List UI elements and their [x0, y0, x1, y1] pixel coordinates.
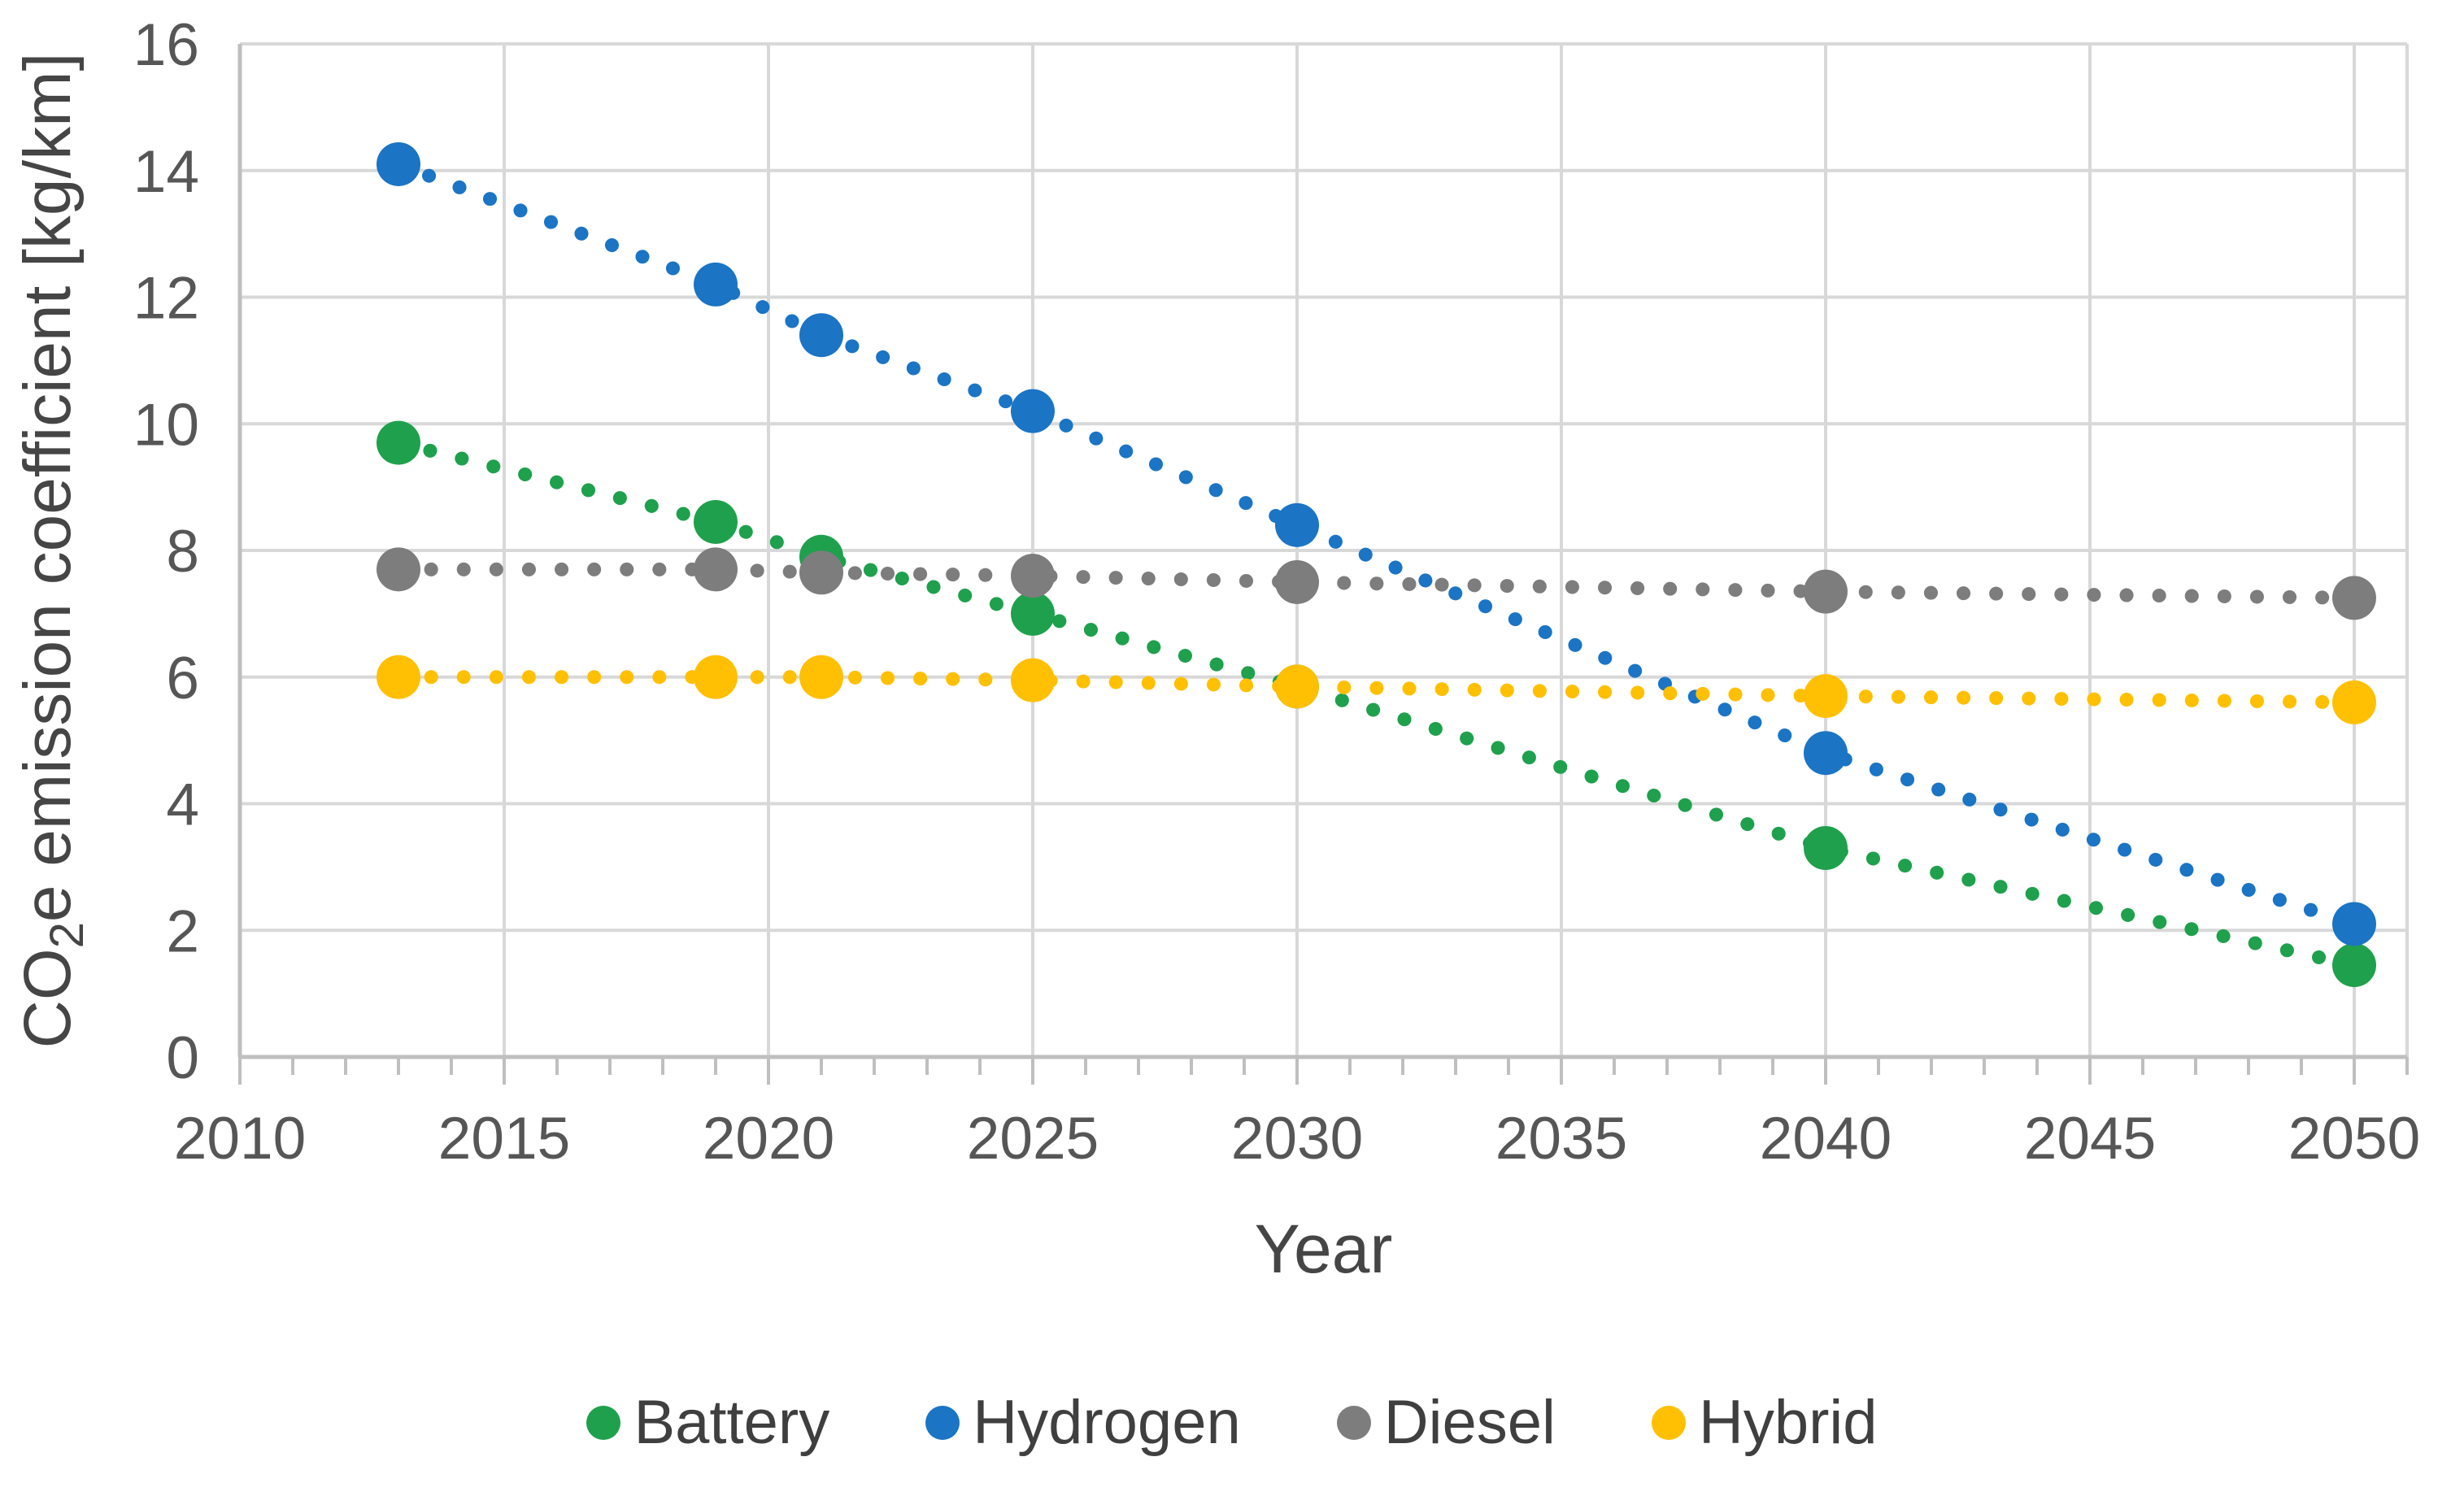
svg-text:2045: 2045 [2024, 1106, 2156, 1172]
series-diesel [377, 547, 2376, 620]
svg-text:2030: 2030 [1231, 1106, 1363, 1172]
svg-text:2040: 2040 [1760, 1106, 1892, 1172]
legend-marker-hydrogen [925, 1406, 960, 1440]
series-hybrid-marker [377, 654, 420, 699]
svg-text:8: 8 [166, 519, 199, 585]
svg-text:0: 0 [166, 1025, 199, 1091]
svg-text:6: 6 [166, 646, 199, 711]
series-hydrogen [377, 141, 2376, 946]
svg-text:2015: 2015 [438, 1106, 570, 1172]
svg-text:2050: 2050 [2288, 1106, 2420, 1172]
legend-item-hybrid: Hybrid [1651, 1388, 1878, 1457]
legend-item-diesel: Diesel [1336, 1388, 1556, 1457]
series-battery-marker [694, 499, 738, 544]
series-hybrid-marker [799, 654, 843, 699]
series-hydrogen-marker [1804, 731, 1848, 776]
svg-text:10: 10 [133, 392, 199, 458]
y-axis-title: CO2e emission coefficient [kg/km] [11, 53, 94, 1049]
legend-item-hydrogen: Hydrogen [925, 1392, 1241, 1454]
series-diesel-marker [1011, 554, 1055, 598]
series-hybrid-marker [1275, 664, 1319, 709]
legend-label-hybrid: Hybrid [1698, 1388, 1878, 1457]
series-hydrogen-marker [1011, 389, 1055, 433]
legend-item-battery: Battery [586, 1392, 829, 1454]
axis-lines [237, 44, 2407, 1059]
x-tick-marks [238, 1057, 2409, 1085]
series-battery-marker [1011, 591, 1055, 636]
svg-text:2035: 2035 [1495, 1106, 1627, 1172]
legend-label-battery: Battery [633, 1388, 830, 1457]
series-hybrid-marker [2332, 680, 2376, 724]
svg-text:2010: 2010 [174, 1106, 306, 1172]
series-hybrid-dotted-line [391, 670, 2362, 710]
legend-marker-battery [586, 1406, 621, 1440]
svg-text:2: 2 [166, 898, 199, 964]
series-diesel-dotted-line [391, 562, 2362, 605]
series-battery [377, 420, 2376, 988]
series-hybrid-marker [1011, 658, 1055, 702]
legend-label-hydrogen: Hydrogen [973, 1388, 1241, 1457]
svg-text:12: 12 [133, 266, 199, 332]
series-diesel-marker [694, 547, 738, 592]
series-hydrogen-marker [799, 313, 843, 358]
series-hybrid-marker [694, 654, 738, 699]
series-diesel-marker [799, 550, 843, 595]
x-gridlines [503, 44, 2409, 1057]
series-hydrogen-marker [694, 262, 738, 307]
series-hybrid [377, 654, 2376, 724]
series-hydrogen-dotted-line [391, 157, 2362, 931]
chart-legend: Battery Hydrogen Diesel Hybrid [0, 1392, 2464, 1454]
series-hydrogen-marker [1275, 502, 1319, 547]
svg-text:2025: 2025 [967, 1106, 1099, 1172]
legend-marker-hybrid [1651, 1406, 1686, 1440]
series-hydrogen-marker [2332, 902, 2376, 946]
series-battery-marker [2332, 943, 2376, 988]
x-axis-title: Year [1255, 1211, 1393, 1287]
y-gridlines [240, 42, 2407, 933]
series-diesel-marker [1804, 569, 1848, 614]
svg-text:14: 14 [133, 139, 199, 205]
svg-text:16: 16 [133, 12, 199, 78]
series-diesel-marker [377, 547, 420, 592]
series-diesel-marker [2332, 576, 2376, 620]
svg-text:4: 4 [166, 772, 199, 838]
series-battery-marker [1804, 826, 1848, 871]
svg-text:2020: 2020 [703, 1106, 834, 1172]
series-hybrid-marker [1804, 674, 1848, 719]
y-tick-labels: 0 2 4 6 8 10 12 14 16 [133, 12, 199, 1091]
legend-label-diesel: Diesel [1383, 1388, 1556, 1457]
x-tick-labels: 2010 2015 2020 2025 2030 2035 2040 2045 2050 [174, 1106, 2420, 1172]
series-battery-marker [377, 420, 420, 465]
series-diesel-marker [1275, 559, 1319, 604]
legend-marker-diesel [1336, 1406, 1371, 1440]
series-hydrogen-marker [377, 141, 420, 186]
